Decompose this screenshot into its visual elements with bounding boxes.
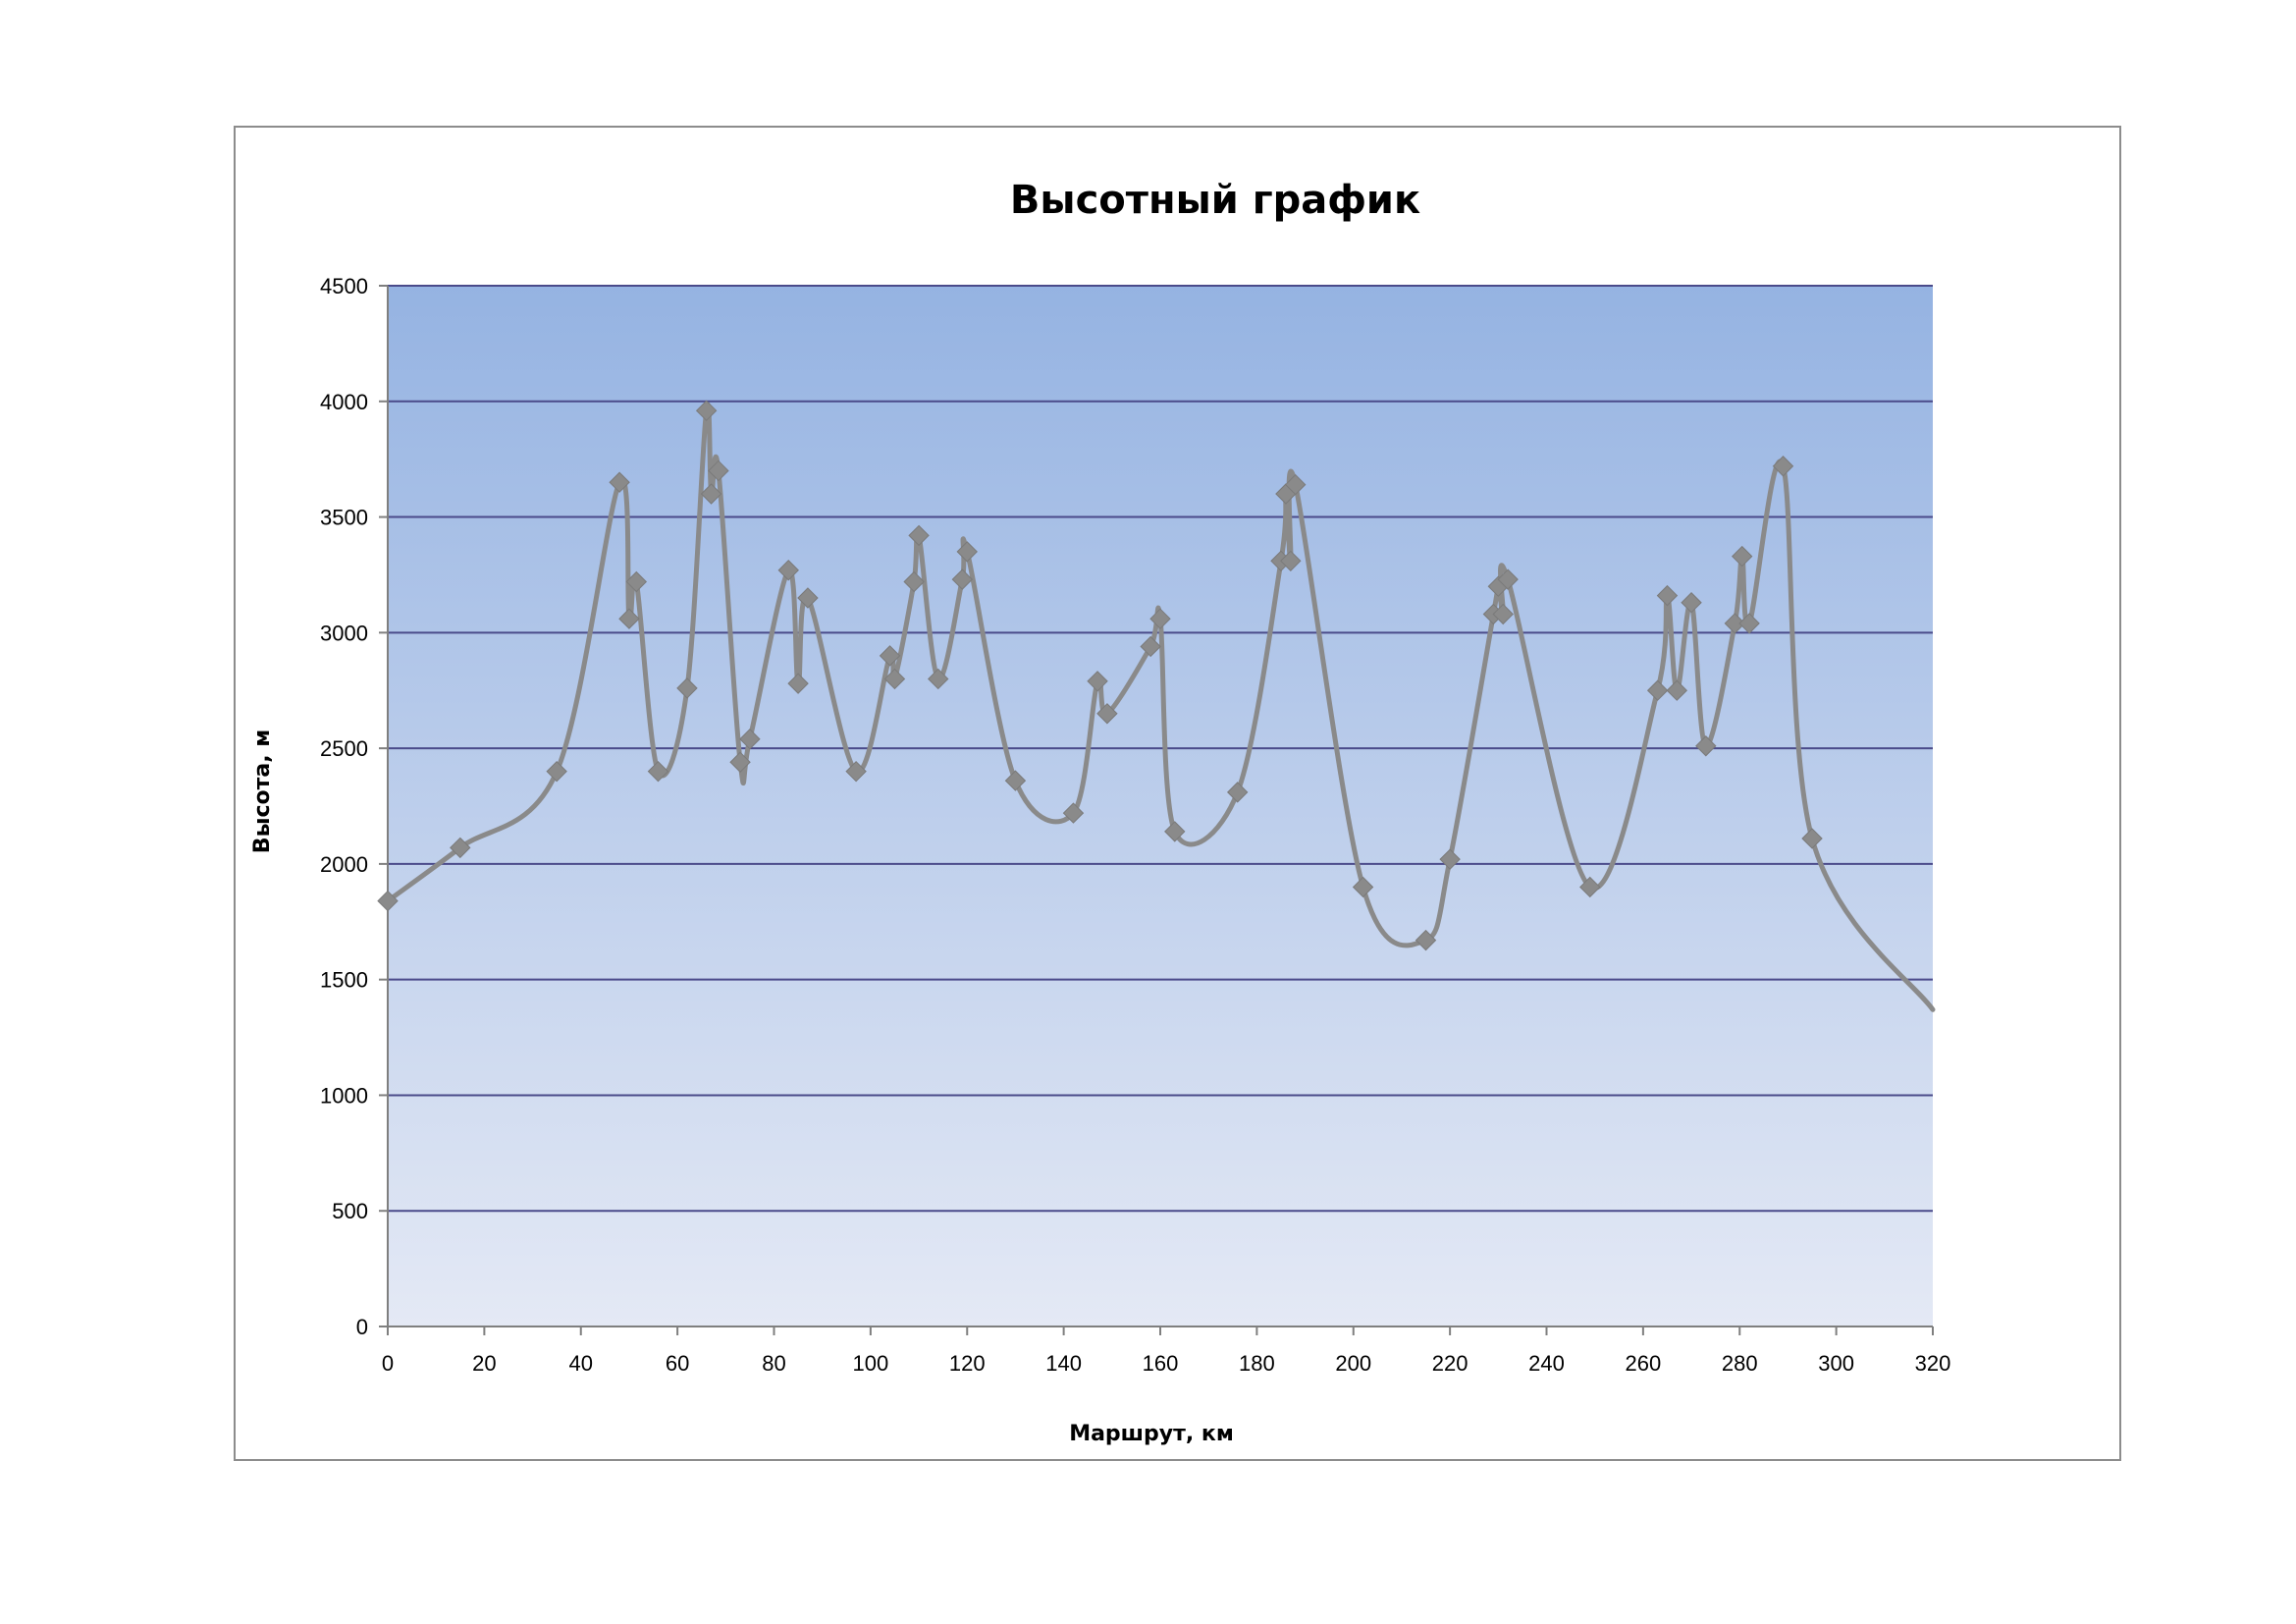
y-tick-label: 3500 bbox=[320, 506, 368, 530]
y-tick-label: 0 bbox=[356, 1315, 368, 1339]
data-point-marker bbox=[787, 673, 809, 694]
data-point-marker bbox=[1096, 703, 1118, 725]
data-point-marker bbox=[908, 524, 930, 547]
x-tick-label: 0 bbox=[382, 1351, 394, 1376]
x-tick-label: 320 bbox=[1915, 1351, 1951, 1376]
y-tick-labels: 0 500 1000 1500 2000 2500 3000 3500 4000 4500 bbox=[320, 274, 388, 1339]
x-tick-label: 20 bbox=[472, 1351, 496, 1376]
data-point-marker bbox=[546, 760, 567, 783]
data-point-marker bbox=[903, 570, 925, 593]
y-tick-label: 4000 bbox=[320, 390, 368, 414]
data-point-marker bbox=[1439, 848, 1461, 870]
data-point-marker bbox=[618, 608, 640, 629]
x-tick-label: 200 bbox=[1335, 1351, 1371, 1376]
data-point-marker bbox=[739, 728, 761, 750]
y-tick-label: 4500 bbox=[320, 274, 368, 298]
series-markers bbox=[377, 400, 1823, 951]
data-point-marker bbox=[1579, 876, 1601, 898]
data-point-marker bbox=[1497, 568, 1519, 590]
data-point-marker bbox=[1492, 603, 1514, 625]
data-point-marker bbox=[1004, 770, 1027, 791]
data-point-marker bbox=[695, 400, 718, 421]
y-tick-label: 500 bbox=[332, 1199, 368, 1223]
data-point-marker bbox=[1149, 608, 1171, 629]
x-tick-label: 240 bbox=[1528, 1351, 1565, 1376]
x-tick-label: 60 bbox=[666, 1351, 689, 1376]
data-point-marker bbox=[1352, 876, 1374, 898]
data-point-marker bbox=[1656, 584, 1679, 607]
data-point-marker bbox=[1646, 679, 1669, 701]
data-point-marker bbox=[1695, 735, 1717, 757]
x-tick-label: 100 bbox=[853, 1351, 889, 1376]
x-tick-labels: 0 20 40 60 80 100 120 140 160 180 200 220 240 260 280 3… bbox=[382, 1326, 1950, 1376]
y-tick-label: 1000 bbox=[320, 1083, 368, 1108]
y-tick-label: 2500 bbox=[320, 736, 368, 761]
data-point-marker bbox=[951, 568, 974, 590]
x-tick-label: 180 bbox=[1239, 1351, 1275, 1376]
x-tick-label: 140 bbox=[1045, 1351, 1082, 1376]
x-tick-label: 220 bbox=[1432, 1351, 1468, 1376]
x-tick-label: 160 bbox=[1143, 1351, 1179, 1376]
data-point-marker bbox=[1087, 671, 1108, 692]
x-tick-label: 260 bbox=[1626, 1351, 1662, 1376]
data-point-marker bbox=[700, 483, 722, 505]
data-point-marker bbox=[1772, 456, 1794, 477]
y-tick-label: 2000 bbox=[320, 852, 368, 877]
x-tick-label: 280 bbox=[1722, 1351, 1758, 1376]
data-point-marker bbox=[647, 760, 669, 783]
data-point-marker bbox=[1280, 550, 1302, 572]
data-point-marker bbox=[797, 587, 819, 609]
data-point-marker bbox=[625, 570, 648, 593]
data-point-marker bbox=[777, 560, 799, 581]
data-point-marker bbox=[377, 890, 399, 912]
x-axis-title: Маршрут, км bbox=[1069, 1422, 1234, 1446]
data-point-marker bbox=[1062, 802, 1085, 824]
data-point-marker bbox=[1801, 828, 1823, 849]
data-point-marker bbox=[1415, 929, 1437, 951]
chart-title: Высотный график bbox=[1010, 178, 1420, 223]
data-point-marker bbox=[883, 668, 906, 690]
x-tick-label: 40 bbox=[569, 1351, 593, 1376]
plot-area bbox=[388, 286, 1933, 1326]
data-point-marker bbox=[879, 645, 901, 667]
data-point-marker bbox=[1164, 821, 1186, 842]
data-point-marker bbox=[450, 837, 471, 859]
data-point-marker bbox=[1226, 782, 1249, 803]
data-point-marker bbox=[1738, 613, 1760, 634]
data-point-marker bbox=[609, 471, 630, 493]
data-point-marker bbox=[845, 760, 867, 783]
data-point-marker bbox=[1140, 635, 1161, 658]
data-point-marker bbox=[676, 677, 698, 699]
data-point-marker bbox=[1681, 592, 1702, 614]
data-point-marker bbox=[1666, 679, 1688, 701]
y-tick-label: 1500 bbox=[320, 968, 368, 993]
data-point-marker bbox=[1285, 473, 1307, 496]
data-point-marker bbox=[1724, 613, 1746, 634]
x-tick-label: 120 bbox=[949, 1351, 986, 1376]
x-tick-label: 80 bbox=[762, 1351, 785, 1376]
x-tick-label: 300 bbox=[1818, 1351, 1854, 1376]
data-point-marker bbox=[928, 668, 949, 690]
data-point-marker bbox=[708, 460, 729, 482]
y-axis-title: Высота, м bbox=[250, 730, 275, 853]
y-tick-label: 3000 bbox=[320, 621, 368, 645]
data-point-marker bbox=[729, 751, 751, 773]
data-point-marker bbox=[1732, 545, 1753, 568]
data-point-marker bbox=[956, 541, 978, 563]
